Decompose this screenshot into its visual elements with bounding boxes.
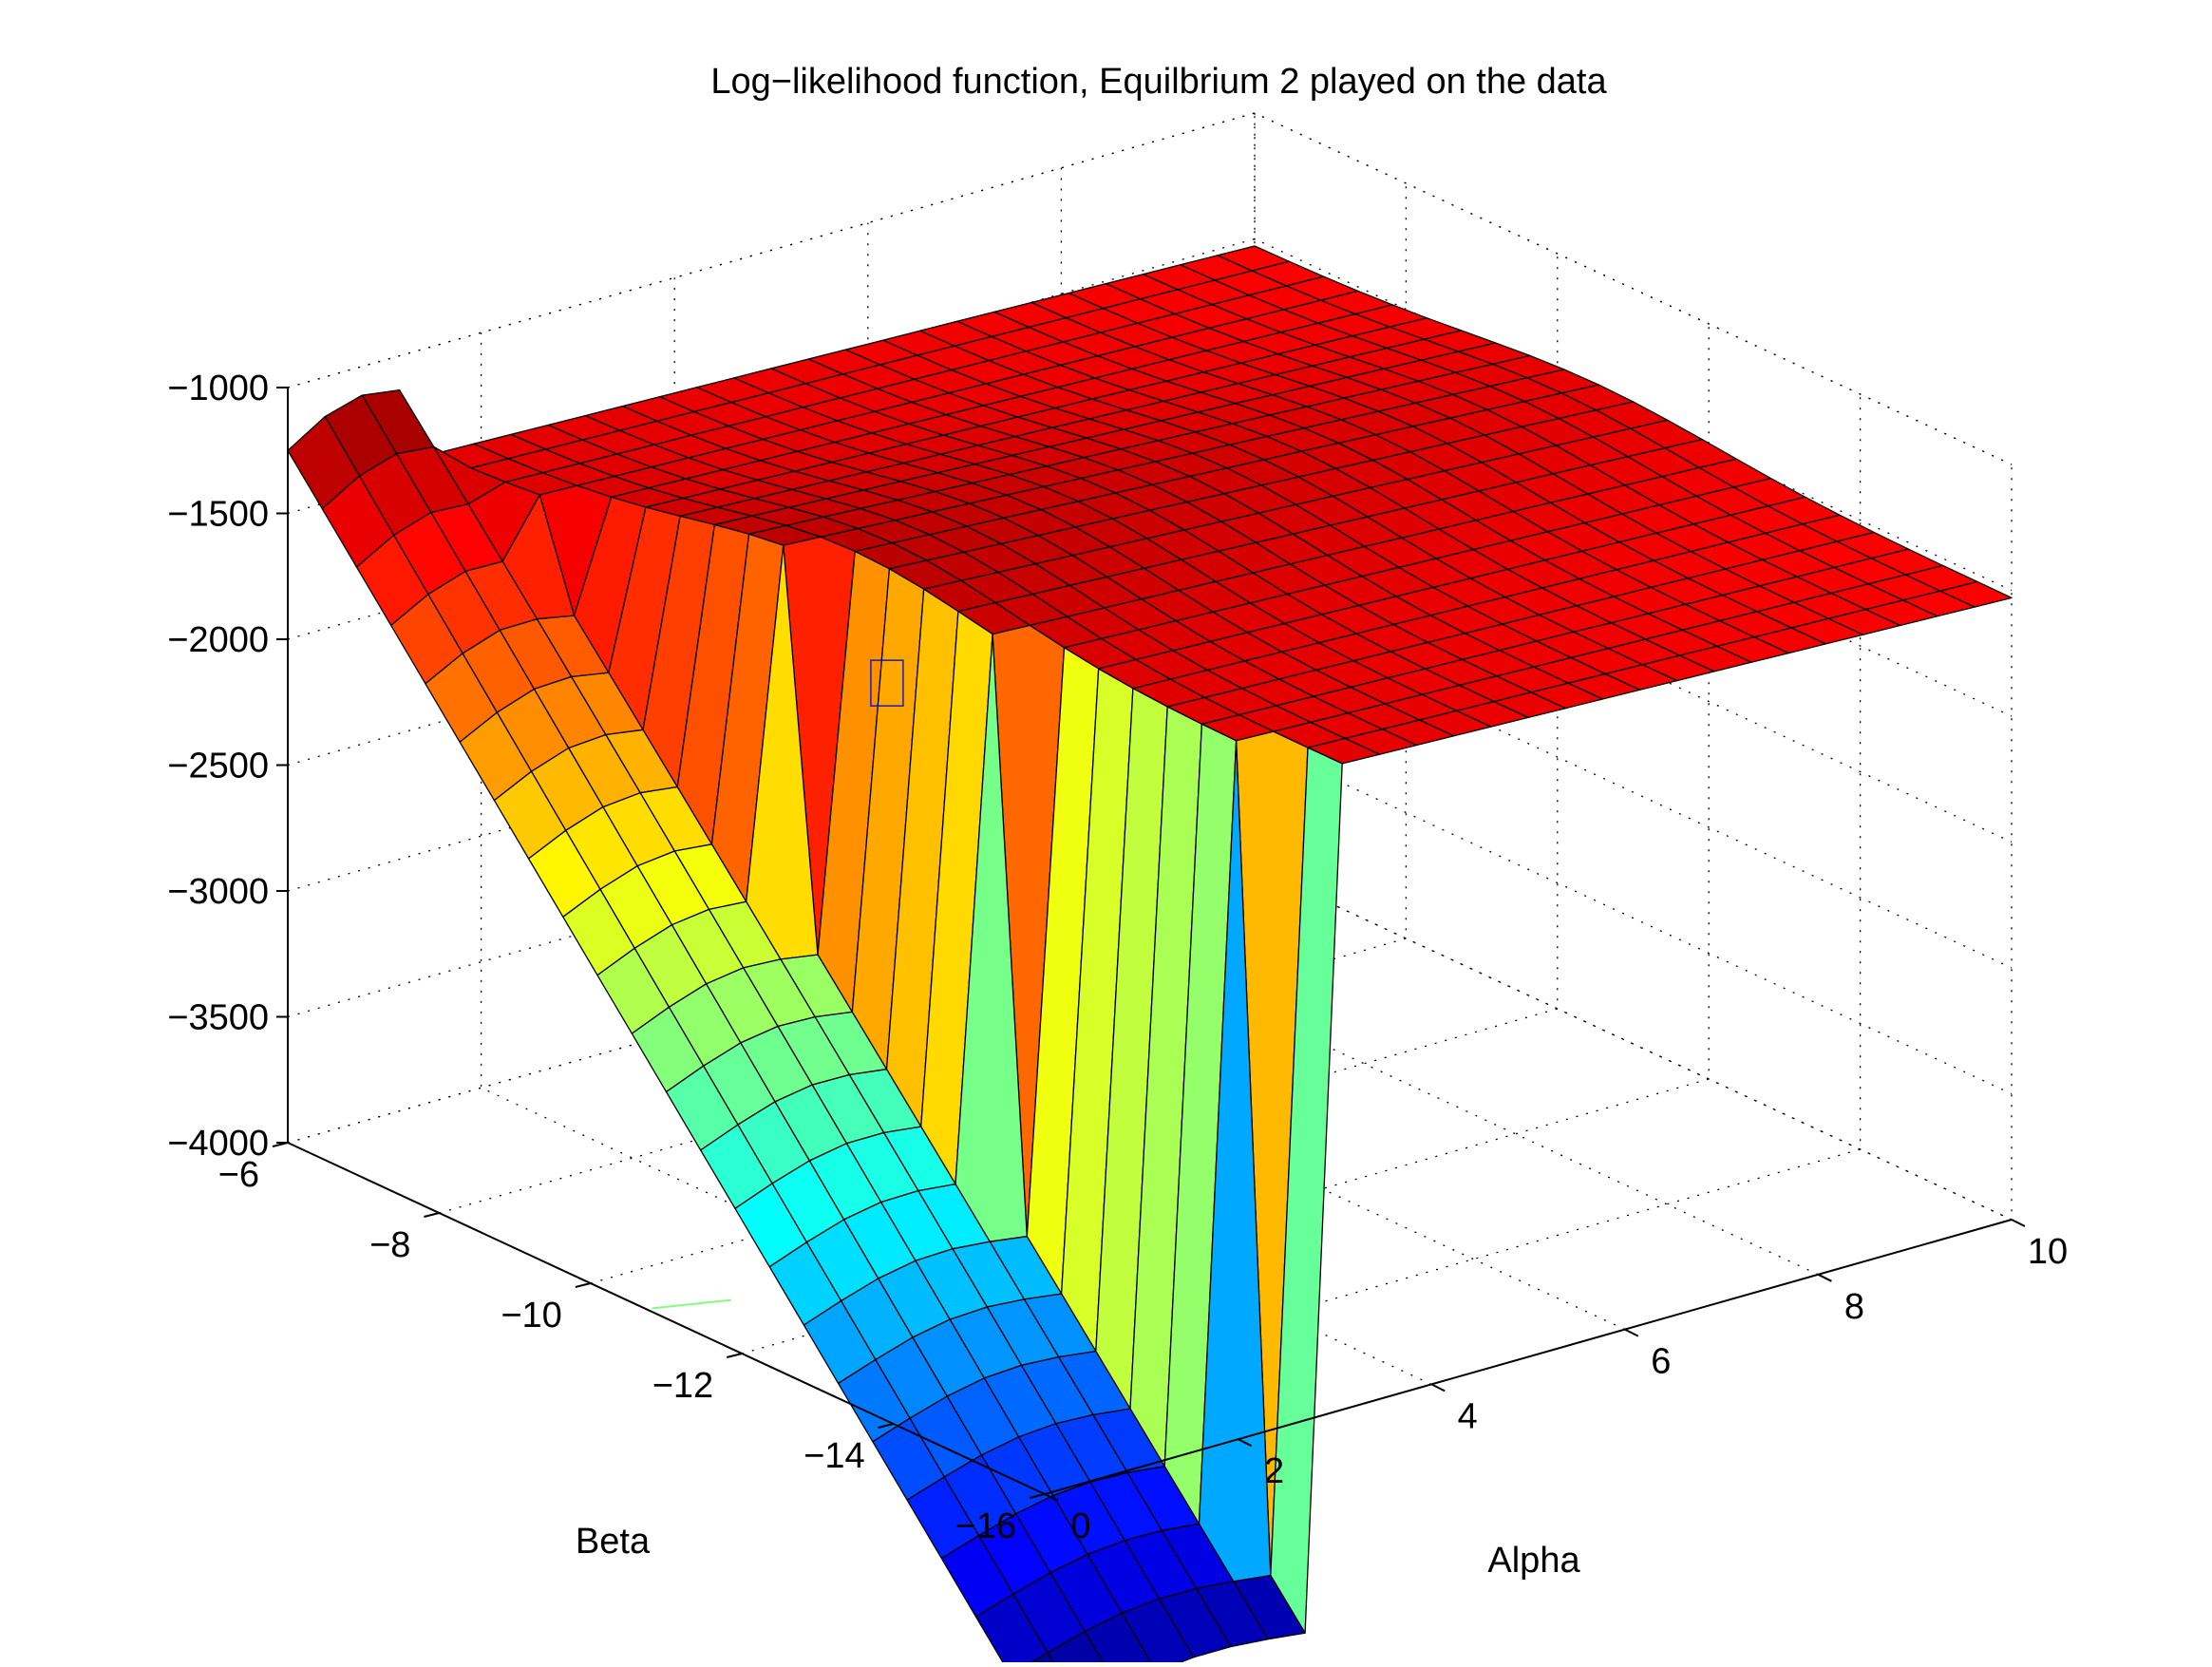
x-tick-label: 8 — [1844, 1287, 1864, 1327]
z-tick-label: −1500 — [167, 495, 269, 535]
y-tick — [272, 1142, 289, 1147]
z-tick-label: −2500 — [167, 747, 269, 786]
x-tick-label: 6 — [1651, 1342, 1671, 1382]
surface-patch — [1047, 1630, 1106, 1667]
y-tick-label: −10 — [501, 1296, 561, 1335]
surface-layer — [287, 245, 2013, 1667]
x-tick — [2011, 1219, 2026, 1227]
y-tick-label: −8 — [369, 1225, 410, 1265]
x-tick-label: 4 — [1458, 1396, 1478, 1436]
y-tick-label: −6 — [218, 1155, 259, 1195]
y-tick-label: −16 — [955, 1506, 1016, 1546]
z-tick-label: −4000 — [167, 1124, 269, 1164]
x-axis-line — [1044, 1219, 2013, 1495]
contour-line — [652, 1298, 731, 1310]
y-tick — [575, 1282, 592, 1288]
y-gridline — [287, 113, 1256, 1144]
chart-title: Log−likelihood function, Equilbrium 2 pl… — [710, 62, 1607, 102]
x-tick-label: 2 — [1264, 1451, 1284, 1491]
y-tick — [726, 1353, 743, 1358]
y-tick — [424, 1212, 440, 1218]
contour-layer — [652, 1298, 731, 1310]
y-tick-label: −12 — [652, 1366, 713, 1406]
y-axis-label: Beta — [576, 1522, 651, 1562]
labels-layer: Log−likelihood function, Equilbrium 2 pl… — [576, 62, 1608, 1581]
y-tick-label: −14 — [804, 1436, 864, 1476]
x-tick-label: 0 — [1070, 1506, 1090, 1546]
z-tick-label: −2000 — [167, 620, 269, 660]
highlight-marker — [870, 659, 904, 707]
axes-layer: −4000 −3500 −3000 −2500 −2000 −1500 −1000 0 2 4 6 8… — [167, 369, 2068, 1546]
x-tick-label: 10 — [2028, 1232, 2068, 1272]
y-axis-line — [287, 1142, 1046, 1495]
x-tick — [1624, 1328, 1639, 1337]
z-tick-label: −3500 — [167, 998, 269, 1038]
y-tick — [1029, 1493, 1046, 1499]
x-tick — [1430, 1383, 1446, 1392]
z-tick-label: −3000 — [167, 872, 269, 912]
x-tick — [1238, 1438, 1253, 1448]
x-tick — [1817, 1273, 1832, 1282]
z-tick-label: −1000 — [167, 369, 269, 408]
x-axis-label: Alpha — [1487, 1541, 1580, 1581]
y-tick — [878, 1423, 894, 1429]
box-top-edge — [287, 112, 2013, 465]
x-tick — [1044, 1493, 1059, 1502]
